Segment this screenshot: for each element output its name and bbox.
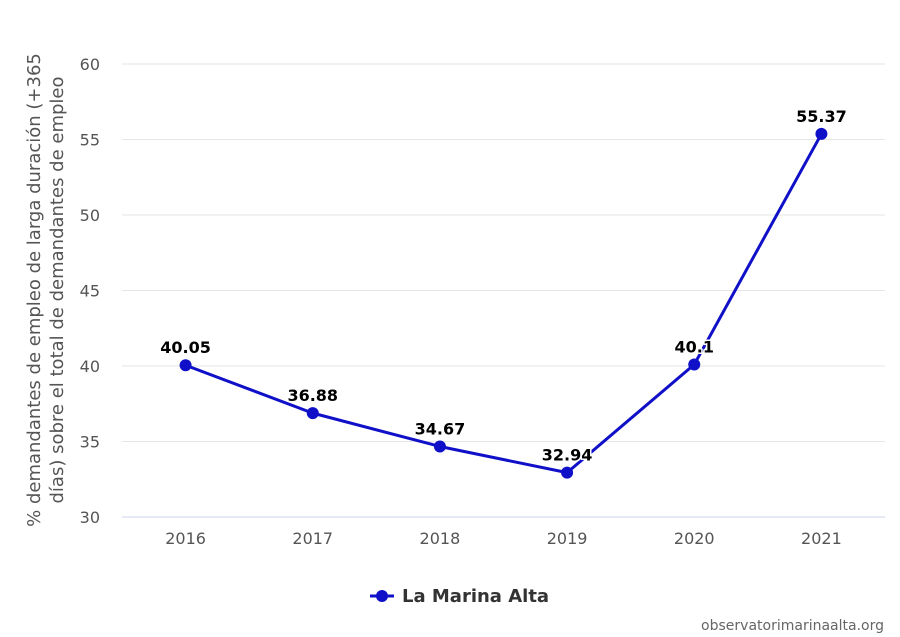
y-tick-label: 45 — [80, 282, 100, 301]
x-tick-label: 2020 — [674, 529, 715, 548]
data-point[interactable] — [433, 440, 446, 453]
legend[interactable]: La Marina Alta — [370, 586, 549, 607]
data-label: 34.67 — [415, 419, 466, 438]
legend-label: La Marina Alta — [402, 586, 549, 607]
data-point[interactable] — [179, 359, 192, 372]
data-label: 40.1 — [675, 337, 714, 356]
y-tick-label: 50 — [80, 206, 100, 225]
x-tick-label: 2016 — [165, 529, 206, 548]
x-tick-label: 2021 — [801, 529, 842, 548]
y-tick-label: 55 — [80, 131, 100, 150]
x-tick-label: 2017 — [292, 529, 333, 548]
y-axis-title-line-1: % demandantes de empleo de larga duració… — [24, 53, 45, 527]
data-label: 40.05 — [160, 338, 211, 357]
y-tick-label: 30 — [80, 508, 100, 527]
y-axis-title-line-2: días) sobre el total de demandantes de e… — [47, 76, 68, 503]
y-tick-label: 40 — [80, 357, 100, 376]
data-point[interactable] — [306, 407, 319, 420]
data-point[interactable] — [561, 466, 574, 479]
axes: 30 35 40 45 50 55 60 2016 2017 2018 2019 2020 2021 — [80, 55, 885, 548]
series-line — [184, 132, 823, 475]
data-label: 32.94 — [542, 446, 593, 465]
data-label: 55.37 — [796, 107, 847, 126]
data-point[interactable] — [688, 358, 701, 371]
credit-link[interactable]: observatorimarinaalta.org — [701, 618, 884, 634]
series-group — [179, 127, 828, 479]
legend-marker-icon — [376, 590, 388, 602]
data-labels: 40.05 36.88 34.67 32.94 40.1 55.37 — [159, 105, 848, 466]
y-tick-label: 60 — [80, 55, 100, 74]
data-label: 36.88 — [287, 386, 338, 405]
y-tick-label: 35 — [80, 433, 100, 452]
x-tick-label: 2019 — [547, 529, 588, 548]
data-point[interactable] — [815, 127, 828, 140]
x-tick-label: 2018 — [420, 529, 461, 548]
gridlines — [122, 63, 885, 442]
